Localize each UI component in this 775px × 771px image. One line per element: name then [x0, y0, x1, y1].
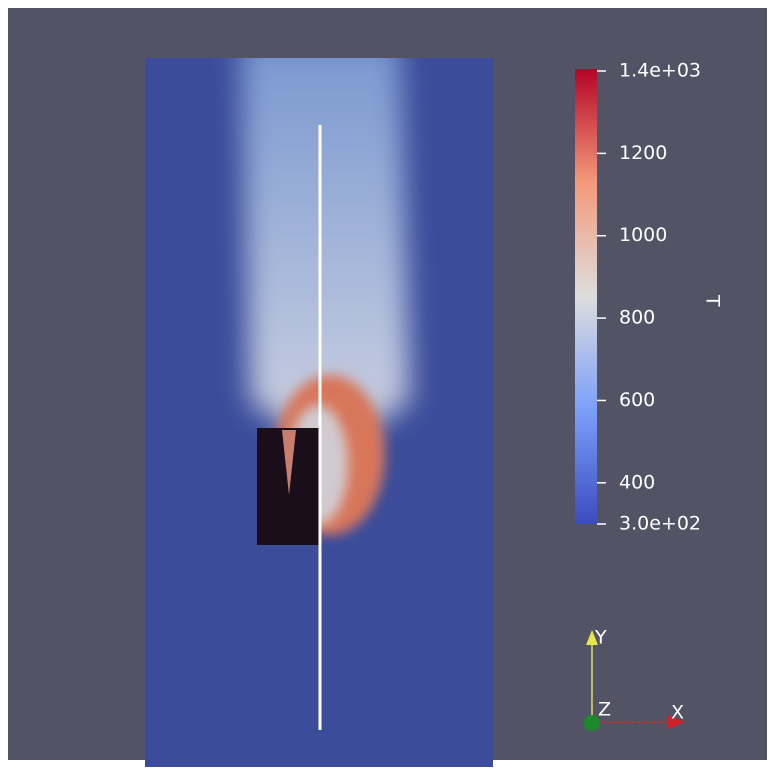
colorbar-tick-label: 1.4e+03 — [619, 60, 701, 82]
colorbar — [575, 69, 597, 524]
colorbar-tick-label: 1200 — [619, 142, 667, 164]
viewport: T Y Z X 1.4e+03 1200 1000 800 600 400 3.0e+02 — [0, 0, 775, 767]
colorbar-tick-label: 1000 — [619, 224, 667, 246]
axis-label: Z — [598, 699, 611, 721]
colorbar-tick-label: 800 — [619, 307, 655, 329]
colorbar-tick-label: 400 — [619, 471, 655, 493]
domain — [145, 40, 493, 767]
axis-label: X — [671, 702, 684, 724]
colorbar-tick-label: 3.0e+02 — [619, 513, 701, 535]
colorbar-tick-label: 600 — [619, 389, 655, 411]
axis-label: Y — [594, 627, 607, 649]
colorbar-title: T — [702, 294, 724, 307]
